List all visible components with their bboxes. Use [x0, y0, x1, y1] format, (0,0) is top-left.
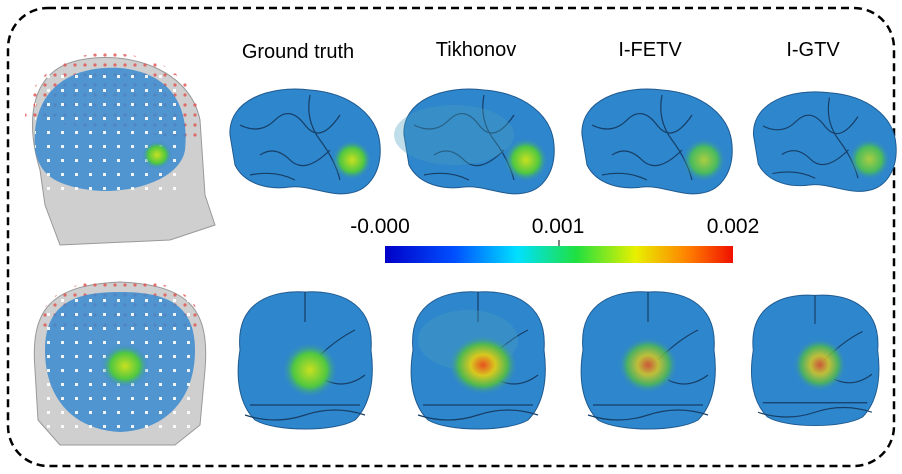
- column-label: Tikhonov: [436, 39, 516, 61]
- column-label: Ground truth: [242, 41, 354, 63]
- brain-side: [394, 88, 555, 195]
- brain-back: [580, 291, 716, 430]
- colorbar-tick-label: 0.002: [707, 215, 760, 238]
- colorbar-tick-label: 0.001: [532, 215, 585, 238]
- head-model: [33, 280, 207, 446]
- brain-side: [752, 91, 897, 192]
- frame: [6, 6, 896, 468]
- column-label: I-FETV: [618, 39, 682, 61]
- brain-back: [410, 291, 546, 430]
- colorbar-tick-label: -0.000: [350, 215, 410, 238]
- brain-back: [237, 291, 373, 430]
- brain-back: [750, 294, 880, 427]
- colorbar: [385, 246, 733, 263]
- column-label: I-GTV: [786, 39, 840, 61]
- head-model: [25, 52, 216, 246]
- brain-side: [229, 88, 381, 195]
- brain-side: [581, 88, 733, 195]
